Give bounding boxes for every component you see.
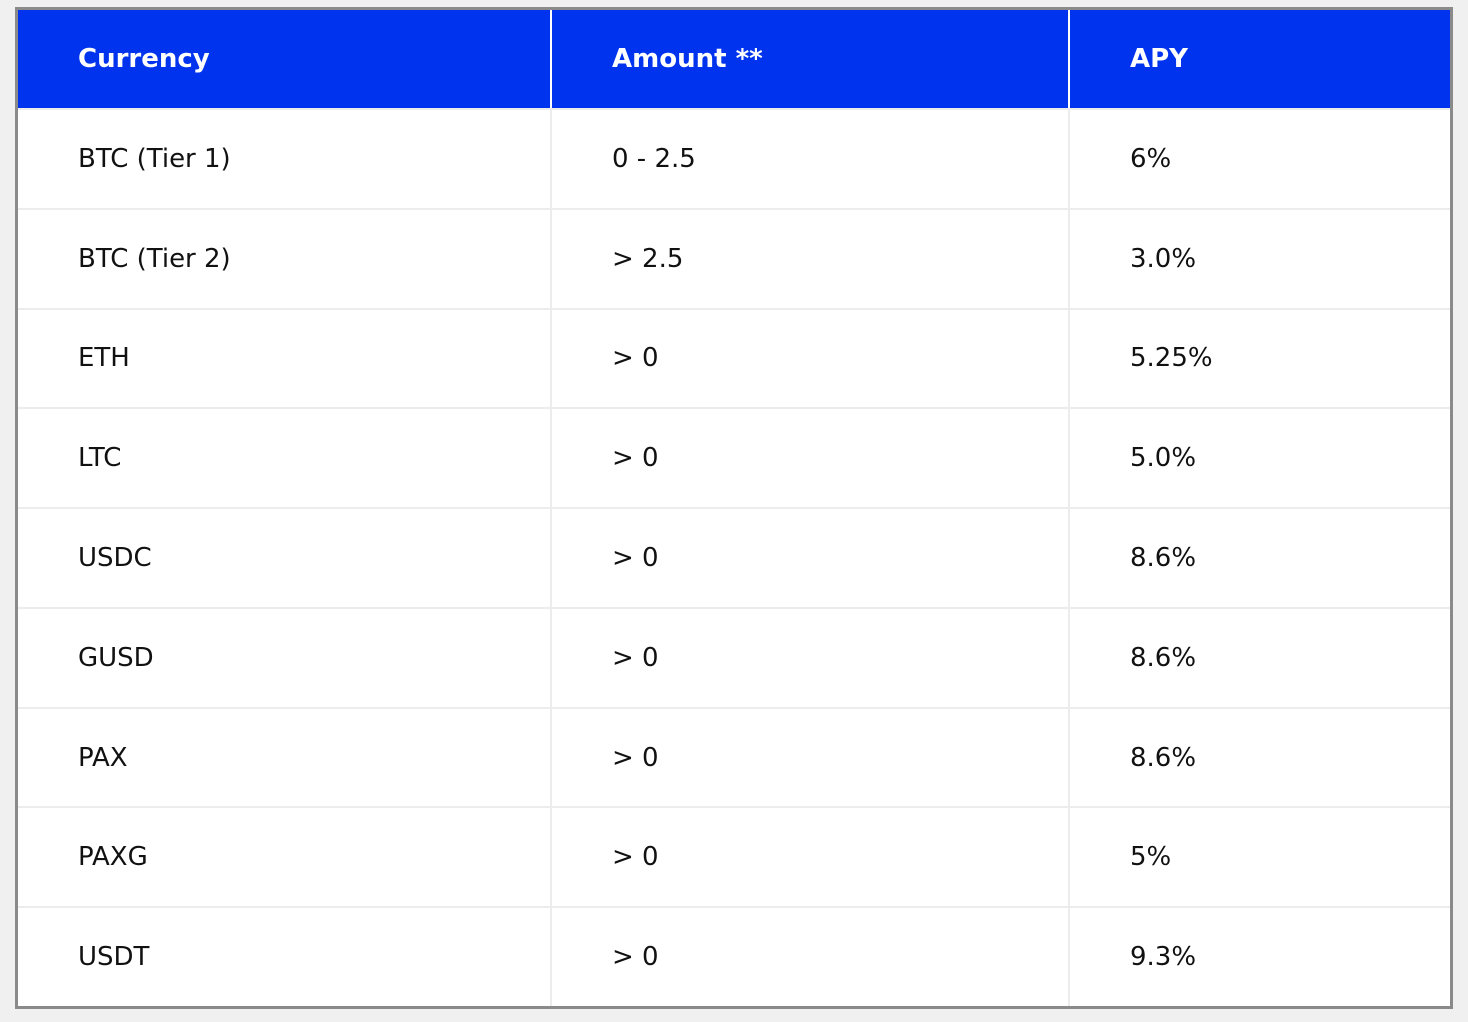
table-cell: > 0	[550, 806, 1068, 907]
table-cell: 9.3%	[1068, 906, 1450, 1006]
table-cell: 8.6%	[1068, 706, 1450, 807]
table-cell: PAX	[18, 706, 550, 807]
table-cell: 8.6%	[1068, 606, 1450, 707]
table-cell: > 0	[550, 906, 1068, 1006]
header-cell: APY	[1068, 10, 1450, 108]
table-cell: 5.25%	[1068, 307, 1450, 408]
table-cell: GUSD	[18, 606, 550, 707]
table-cell: 3.0%	[1068, 207, 1450, 308]
table-cell: > 0	[550, 606, 1068, 707]
header-cell: Currency	[18, 10, 550, 108]
table-cell: > 0	[550, 507, 1068, 607]
table-cell: 8.6%	[1068, 507, 1450, 607]
table-cell: 5%	[1068, 806, 1450, 907]
header-cell: Amount **	[550, 10, 1068, 108]
table-cell: > 2.5	[550, 207, 1068, 308]
table-cell: > 0	[550, 706, 1068, 807]
table-cell: > 0	[550, 307, 1068, 408]
table-cell: > 0	[550, 407, 1068, 508]
table-cell: BTC (Tier 1)	[18, 108, 550, 208]
table-cell: BTC (Tier 2)	[18, 207, 550, 308]
table-cell: USDT	[18, 906, 550, 1006]
table-cell: PAXG	[18, 806, 550, 906]
table-cell: ETH	[18, 307, 550, 408]
table-cell: LTC	[18, 407, 550, 507]
apy-table: Currency Amount ** APY BTC (Tier 1) 0 - 2.5 6…	[15, 7, 1453, 1009]
table-cell: 5.0%	[1068, 407, 1450, 508]
table-cell: USDC	[18, 507, 550, 607]
table-cell: 6%	[1068, 108, 1450, 208]
table-cell: 0 - 2.5	[550, 108, 1068, 208]
